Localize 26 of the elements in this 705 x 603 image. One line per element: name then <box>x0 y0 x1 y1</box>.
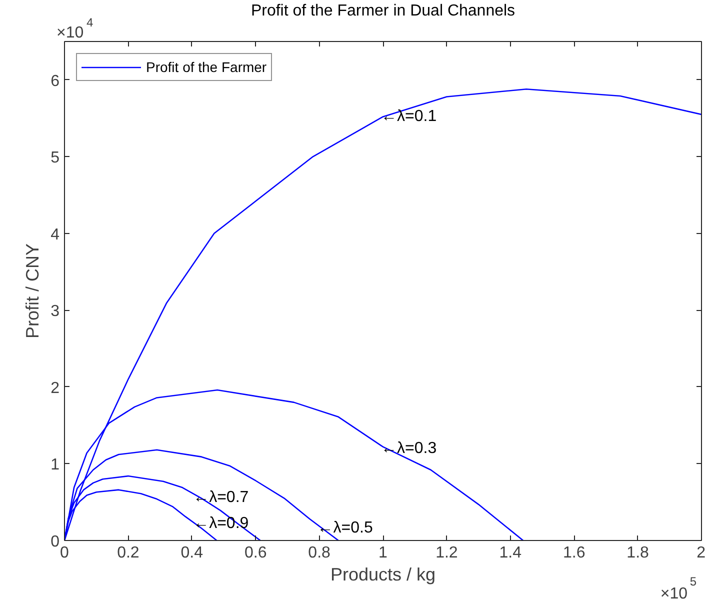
chart-title: Profit of the Farmer in Dual Channels <box>250 2 516 20</box>
annotation: ←λ=0.1 <box>381 108 437 126</box>
x-tick-label: 0.6 <box>244 544 267 562</box>
annotation: ←λ=0.7 <box>193 489 249 506</box>
x-tick-label: 1.8 <box>626 544 650 562</box>
y-tick-label: 6 <box>50 72 60 90</box>
y-tick-label: 2 <box>50 380 60 397</box>
x-tick-label: 1.6 <box>562 544 586 562</box>
legend-label: Profit of the Farmer <box>146 58 267 76</box>
annotation: ←λ=0.3 <box>381 440 437 457</box>
x-tick-label: 0.4 <box>180 544 204 562</box>
x-tick-label: 0.8 <box>308 544 331 562</box>
x-tick-label: 0.2 <box>117 544 140 562</box>
y-axis-title: Profit / CNY <box>22 243 43 339</box>
x-axis-title: Products / kg <box>330 564 436 584</box>
x-tick-label: 1 <box>378 544 388 562</box>
text: ×105 <box>660 574 697 602</box>
y-tick-label: 1 <box>50 456 60 474</box>
x-tick-label: 1.4 <box>499 544 522 562</box>
x-tick-label: 2 <box>696 544 705 562</box>
y-tick-label: 0 <box>50 534 60 550</box>
annotation: ←λ=0.5 <box>317 520 373 537</box>
x-tick-label: 1.2 <box>436 544 458 562</box>
y-tick-label: 4 <box>50 226 60 244</box>
y-tick-label: 5 <box>50 150 60 167</box>
y-tick-label: 3 <box>50 303 60 320</box>
